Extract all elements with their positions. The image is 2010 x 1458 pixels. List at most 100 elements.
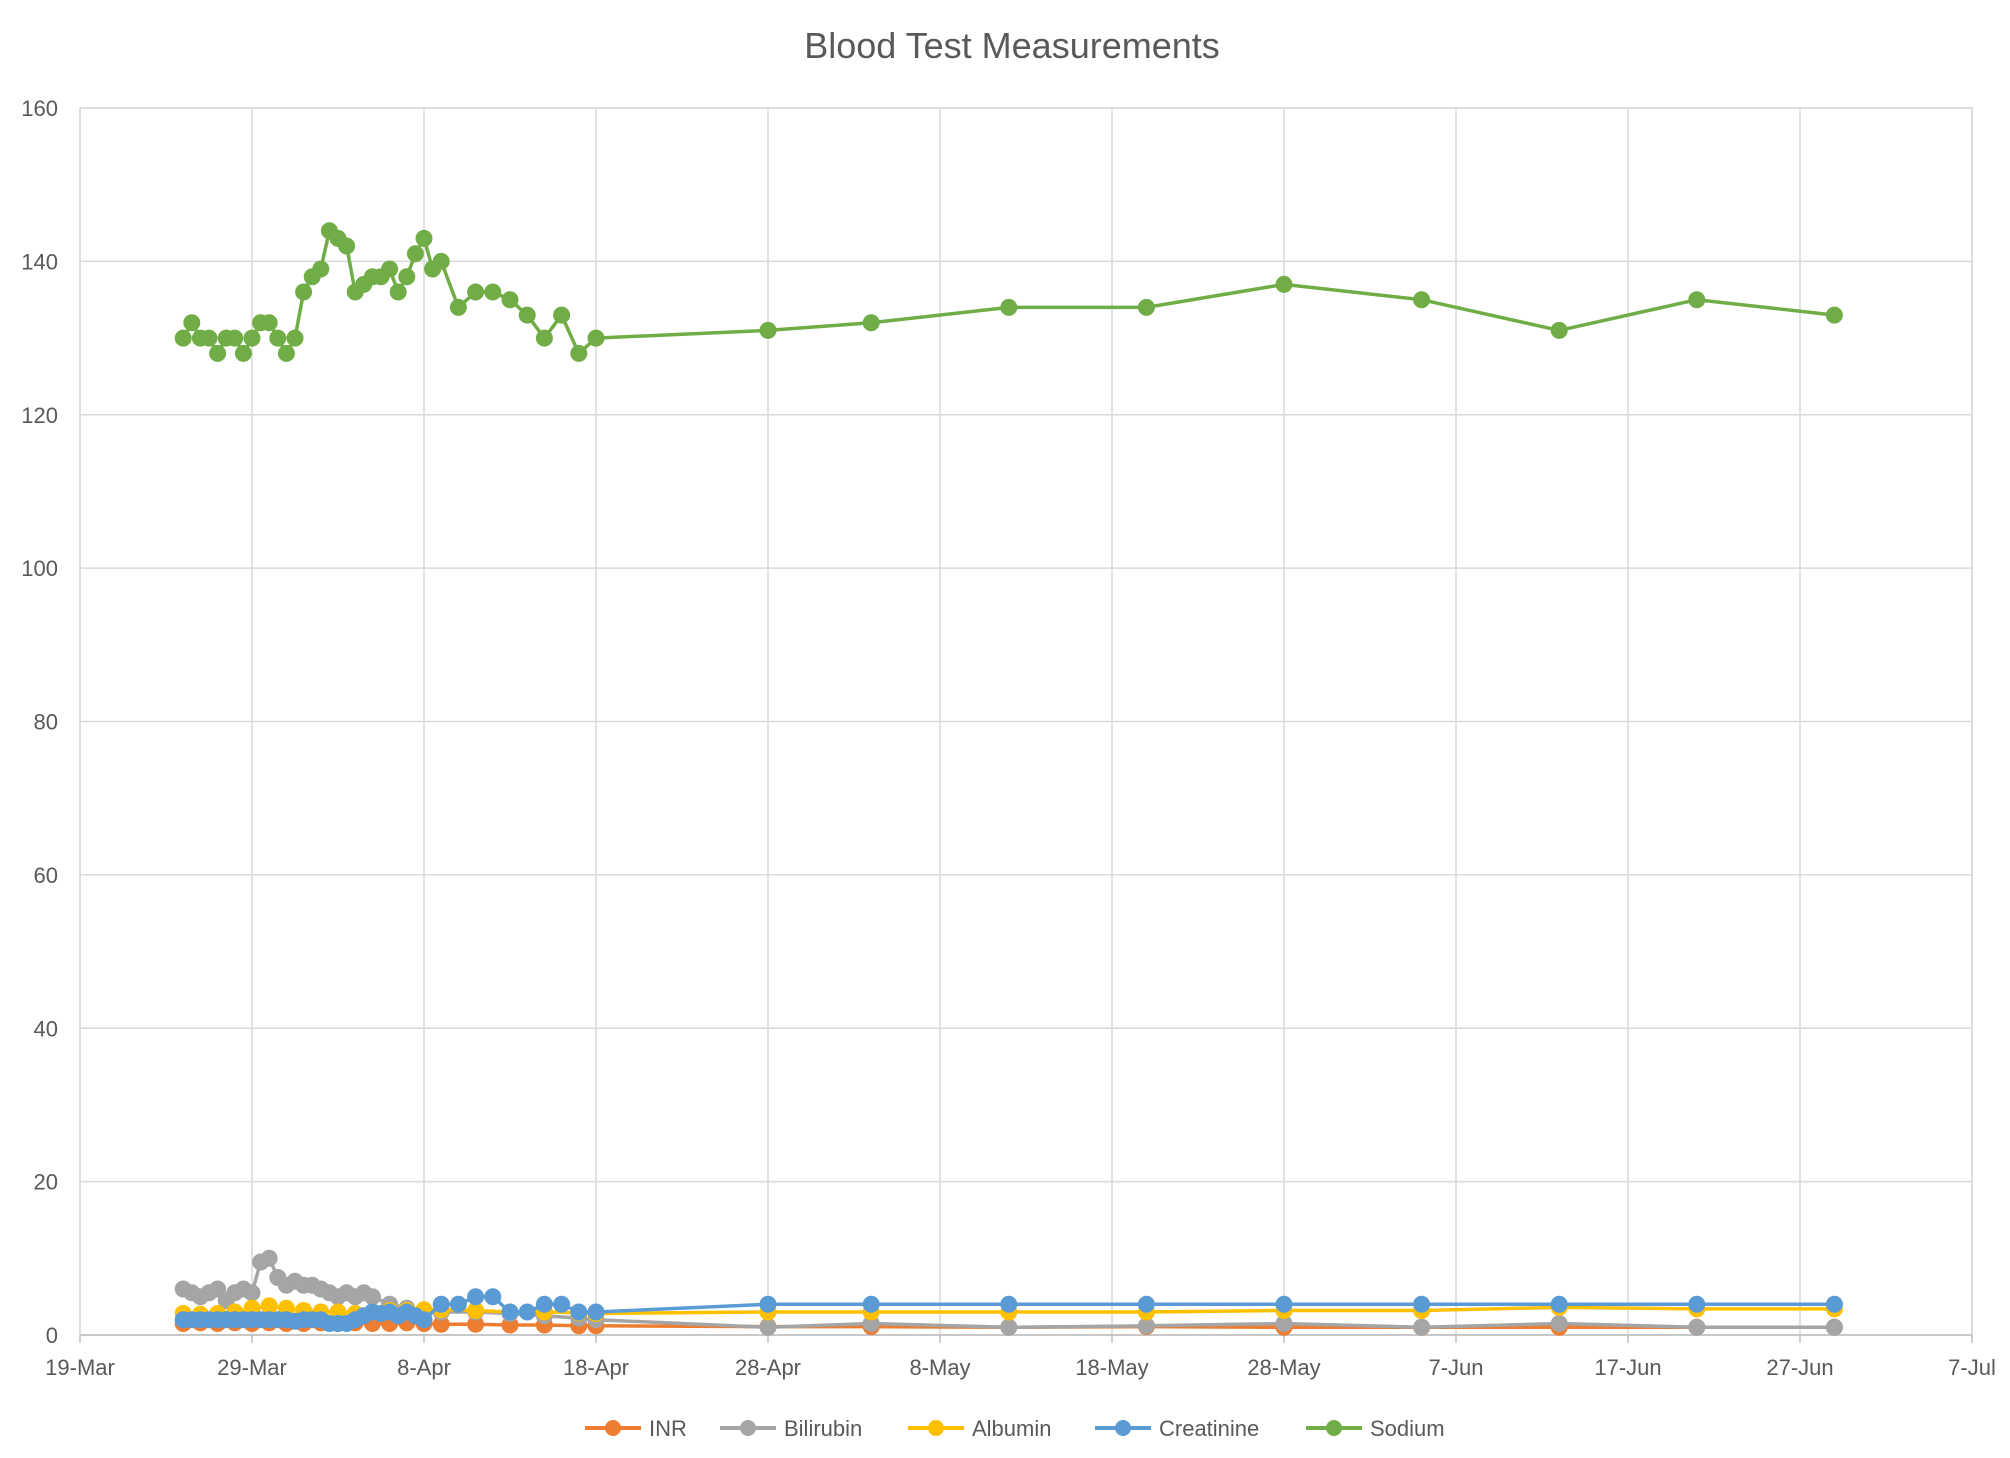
y-tick-label: 140 (21, 249, 58, 274)
legend-marker-inr (605, 1420, 621, 1436)
x-tick-label: 8-May (909, 1355, 970, 1380)
data-point-creatinine (1550, 1295, 1568, 1313)
data-point-sodium (389, 283, 407, 301)
data-point-sodium (1137, 298, 1155, 316)
data-point-creatinine (1275, 1295, 1293, 1313)
y-tick-label: 100 (21, 556, 58, 581)
data-point-creatinine (501, 1303, 519, 1321)
data-point-sodium (277, 344, 295, 362)
x-tick-label: 18-May (1075, 1355, 1148, 1380)
data-point-creatinine (467, 1288, 485, 1306)
data-point-sodium (467, 283, 485, 301)
data-point-bilirubin (243, 1284, 261, 1302)
legend-marker-sodium (1326, 1420, 1342, 1436)
legend-label-sodium: Sodium (1370, 1416, 1445, 1441)
y-tick-label: 0 (46, 1323, 58, 1348)
axes: 0 20 40 60 80 100 120 140 160 19-Mar 29-Mar 8-Apr 18… (21, 96, 1996, 1380)
data-point-creatinine (415, 1311, 433, 1329)
data-point-bilirubin (1825, 1318, 1843, 1336)
data-point-sodium (338, 237, 356, 255)
data-point-creatinine (484, 1288, 502, 1306)
data-point-bilirubin (759, 1318, 777, 1336)
data-point-bilirubin (1550, 1315, 1568, 1332)
legend: INR Bilirubin Albumin Creatinine Sodium (585, 1416, 1445, 1441)
data-point-sodium (260, 314, 278, 332)
data-point-bilirubin (1688, 1318, 1706, 1336)
data-point-sodium (759, 321, 777, 339)
chart-title: Blood Test Measurements (804, 25, 1220, 66)
data-point-sodium (432, 252, 450, 270)
data-point-sodium (406, 245, 424, 263)
data-point-sodium (518, 306, 536, 324)
data-point-sodium (174, 329, 192, 347)
data-point-sodium (1688, 291, 1706, 309)
data-point-sodium (381, 260, 399, 278)
series-creatinine (174, 1288, 1843, 1332)
x-tick-label: 17-Jun (1594, 1355, 1661, 1380)
data-point-sodium (1000, 298, 1018, 316)
data-point-sodium (183, 314, 201, 332)
data-point-sodium (286, 329, 304, 347)
y-tick-label: 60 (34, 863, 58, 888)
data-point-creatinine (570, 1303, 588, 1321)
data-point-sodium (1275, 275, 1293, 293)
legend-marker-bilirubin (740, 1420, 756, 1436)
data-point-creatinine (587, 1303, 605, 1321)
legend-label-creatinine: Creatinine (1159, 1416, 1259, 1441)
data-point-sodium (1825, 306, 1843, 324)
data-point-sodium (449, 298, 467, 316)
data-point-sodium (398, 268, 416, 286)
data-point-sodium (587, 329, 605, 347)
x-tick-label: 28-Apr (735, 1355, 801, 1380)
y-tick-label: 80 (34, 710, 58, 735)
legend-label-albumin: Albumin (972, 1416, 1051, 1441)
data-point-sodium (209, 344, 227, 362)
x-tick-label: 28-May (1247, 1355, 1320, 1380)
x-tick-label: 7-Jun (1428, 1355, 1483, 1380)
data-point-sodium (269, 329, 287, 347)
data-point-bilirubin (260, 1249, 278, 1267)
series-layer (174, 222, 1843, 1336)
data-point-sodium (415, 229, 433, 247)
data-point-creatinine (862, 1295, 880, 1313)
data-point-sodium (862, 314, 880, 332)
legend-marker-albumin (928, 1420, 944, 1436)
data-point-creatinine (518, 1303, 536, 1321)
y-tick-label: 160 (21, 96, 58, 121)
y-tick-label: 40 (34, 1016, 58, 1041)
x-tick-label: 29-Mar (217, 1355, 287, 1380)
series-line-sodium (181, 228, 1835, 356)
data-point-sodium (1550, 321, 1568, 339)
legend-label-inr: INR (649, 1416, 687, 1441)
data-point-sodium (312, 260, 330, 278)
legend-label-bilirubin: Bilirubin (784, 1416, 862, 1441)
data-point-sodium (570, 344, 588, 362)
data-point-bilirubin (1413, 1318, 1431, 1336)
data-point-sodium (1413, 291, 1431, 309)
data-point-creatinine (535, 1295, 553, 1313)
data-point-sodium (226, 329, 244, 347)
data-point-sodium (200, 329, 218, 347)
y-tick-label: 20 (34, 1170, 58, 1195)
x-tick-label: 7-Jul (1948, 1355, 1996, 1380)
data-point-bilirubin (1000, 1318, 1018, 1336)
x-tick-label: 18-Apr (563, 1355, 629, 1380)
data-point-sodium (295, 283, 313, 301)
data-point-bilirubin (209, 1280, 227, 1298)
x-tick-label: 19-Mar (45, 1355, 115, 1380)
data-point-sodium (234, 344, 252, 362)
data-point-creatinine (432, 1295, 450, 1313)
data-point-creatinine (759, 1295, 777, 1313)
data-point-sodium (553, 306, 571, 324)
data-point-sodium (501, 291, 519, 309)
legend-marker-creatinine (1115, 1420, 1131, 1436)
data-point-sodium (243, 329, 261, 347)
data-point-creatinine (1000, 1295, 1018, 1313)
series-sodium (174, 222, 1843, 362)
data-point-creatinine (1688, 1295, 1706, 1313)
y-tick-label: 120 (21, 403, 58, 428)
data-point-sodium (535, 329, 553, 347)
gridlines (79, 107, 1973, 1336)
